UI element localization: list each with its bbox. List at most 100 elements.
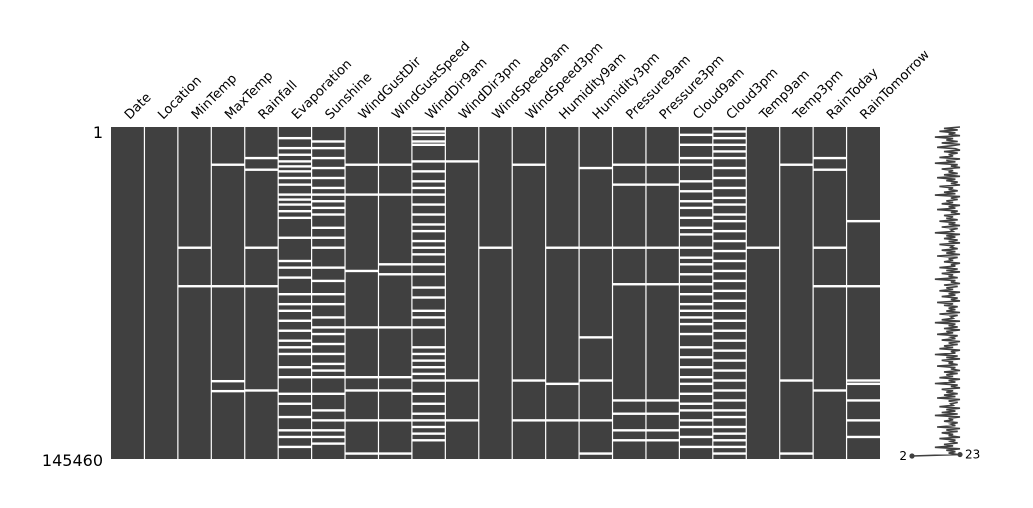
missing-band-cloud9am-18 — [679, 309, 713, 312]
missing-band-cloud3pm-4 — [712, 156, 747, 160]
missing-band-winddir9am-17 — [411, 273, 446, 276]
missing-band-windgustspeed-8 — [378, 452, 412, 455]
missing-band-mintemp-1 — [177, 285, 212, 288]
missing-band-evaporation-12 — [278, 216, 312, 220]
missing-band-humidity3pm-5 — [579, 452, 613, 455]
missing-band-humidity3pm-4 — [579, 419, 613, 422]
missing-band-winddir9am-3 — [411, 143, 446, 146]
missing-band-cloud9am-10 — [679, 233, 713, 236]
missing-band-pressure3pm-3 — [645, 283, 680, 286]
missing-band-humidity9am-1 — [545, 382, 580, 386]
missing-band-cloud3pm-9 — [712, 203, 747, 206]
missing-band-cloud9am-1 — [679, 143, 713, 146]
missing-band-pressure9am-0 — [612, 163, 646, 166]
missing-band-cloud3pm-11 — [712, 219, 747, 223]
column-bar-rainfall — [244, 127, 279, 459]
missing-band-cloud9am-30 — [679, 419, 713, 422]
missing-band-cloud3pm-25 — [712, 359, 747, 362]
missing-band-cloud3pm-2 — [712, 143, 747, 146]
missing-band-cloud3pm-31 — [712, 415, 747, 419]
missing-band-evaporation-14 — [278, 259, 312, 263]
missing-band-humidity3pm-0 — [579, 166, 613, 170]
missing-band-humidity9am-0 — [545, 246, 580, 249]
missing-band-evaporation-28 — [278, 402, 312, 405]
missing-band-sunshine-7 — [311, 200, 346, 203]
missing-band-raintomorrow-1 — [846, 285, 880, 288]
missing-band-cloud3pm-28 — [712, 389, 747, 392]
missing-band-winddir9am-13 — [411, 239, 446, 243]
missing-band-winddir9am-34 — [411, 432, 446, 435]
missing-band-pressure9am-6 — [612, 429, 646, 432]
missing-band-raintomorrow-2 — [846, 379, 880, 382]
missing-band-windgustdir-0 — [345, 163, 379, 166]
missing-band-evaporation-10 — [278, 203, 312, 206]
missing-band-cloud9am-14 — [679, 273, 713, 276]
missing-band-cloud9am-28 — [679, 402, 713, 405]
missing-band-sunshine-25 — [311, 392, 346, 395]
missing-band-windgustdir-4 — [345, 376, 379, 379]
missing-band-windgustspeed-7 — [378, 419, 412, 422]
missing-band-mintemp-0 — [177, 246, 212, 249]
missing-band-pressure3pm-4 — [645, 399, 680, 402]
missing-band-evaporation-23 — [278, 346, 312, 349]
missing-band-cloud9am-4 — [679, 180, 713, 183]
missing-band-cloud3pm-27 — [712, 379, 747, 382]
column-bar-pressure3pm — [645, 127, 680, 459]
missing-band-evaporation-2 — [278, 153, 312, 156]
column-bar-cloud3pm — [712, 127, 747, 459]
sparkline-path — [911, 126, 961, 457]
missing-band-evaporation-21 — [278, 329, 312, 332]
missing-band-cloud9am-13 — [679, 263, 713, 266]
missing-band-evaporation-22 — [278, 339, 312, 342]
missing-band-evaporation-16 — [278, 276, 312, 279]
missing-band-evaporation-25 — [278, 366, 312, 369]
column-bar-windspeed9am — [478, 127, 513, 459]
missing-band-raintomorrow-0 — [846, 219, 880, 223]
completeness-sparkline: 2 23 — [899, 126, 980, 463]
missing-band-cloud9am-7 — [679, 206, 713, 210]
missing-band-sunshine-4 — [311, 176, 346, 180]
missing-band-cloud3pm-15 — [712, 259, 747, 263]
missing-band-sunshine-9 — [311, 213, 346, 216]
column-bar-windspeed3pm — [512, 127, 546, 459]
missing-band-evaporation-8 — [278, 193, 312, 196]
missing-band-temp3pm-0 — [779, 163, 814, 166]
sparkline-max-dot — [957, 451, 963, 458]
missing-band-evaporation-17 — [278, 293, 312, 296]
missing-band-cloud9am-31 — [679, 425, 713, 429]
column-bars — [111, 127, 880, 459]
missing-band-winddir9am-12 — [411, 229, 446, 233]
missing-band-cloud9am-24 — [679, 366, 713, 369]
missing-band-cloud3pm-20 — [712, 309, 747, 312]
missing-band-cloud9am-2 — [679, 156, 713, 160]
missing-band-windgustdir-7 — [345, 452, 379, 455]
missing-band-cloud9am-23 — [679, 356, 713, 359]
missing-band-cloud9am-15 — [679, 283, 713, 286]
missing-band-winddir3pm-0 — [445, 160, 479, 163]
missing-band-cloud9am-19 — [679, 316, 713, 319]
missing-band-cloud3pm-24 — [712, 349, 747, 352]
missing-band-winddir9am-20 — [411, 309, 446, 312]
missing-band-evaporation-6 — [278, 176, 312, 180]
missing-band-raintoday-1 — [813, 168, 847, 171]
missing-band-cloud3pm-13 — [712, 239, 747, 243]
sparkline-max-label: 23 — [965, 448, 980, 462]
missing-band-cloud3pm-10 — [712, 213, 747, 216]
missing-band-evaporation-27 — [278, 392, 312, 395]
missing-band-evaporation-29 — [278, 415, 312, 419]
missing-band-cloud9am-29 — [679, 409, 713, 412]
missing-band-humidity3pm-1 — [579, 246, 613, 249]
missing-band-winddir9am-32 — [411, 419, 446, 422]
column-bar-windgustdir — [345, 127, 379, 459]
missing-band-windgustdir-1 — [345, 193, 379, 196]
column-label-date: Date — [122, 90, 155, 123]
missing-band-evaporation-30 — [278, 429, 312, 432]
column-bar-mintemp — [177, 127, 212, 459]
missing-band-pressure9am-4 — [612, 399, 646, 402]
missing-band-evaporation-13 — [278, 236, 312, 239]
missing-band-evaporation-11 — [278, 210, 312, 213]
missing-band-winddir9am-14 — [411, 246, 446, 249]
missing-band-sunshine-24 — [311, 376, 346, 379]
missing-band-sunshine-20 — [311, 342, 346, 346]
